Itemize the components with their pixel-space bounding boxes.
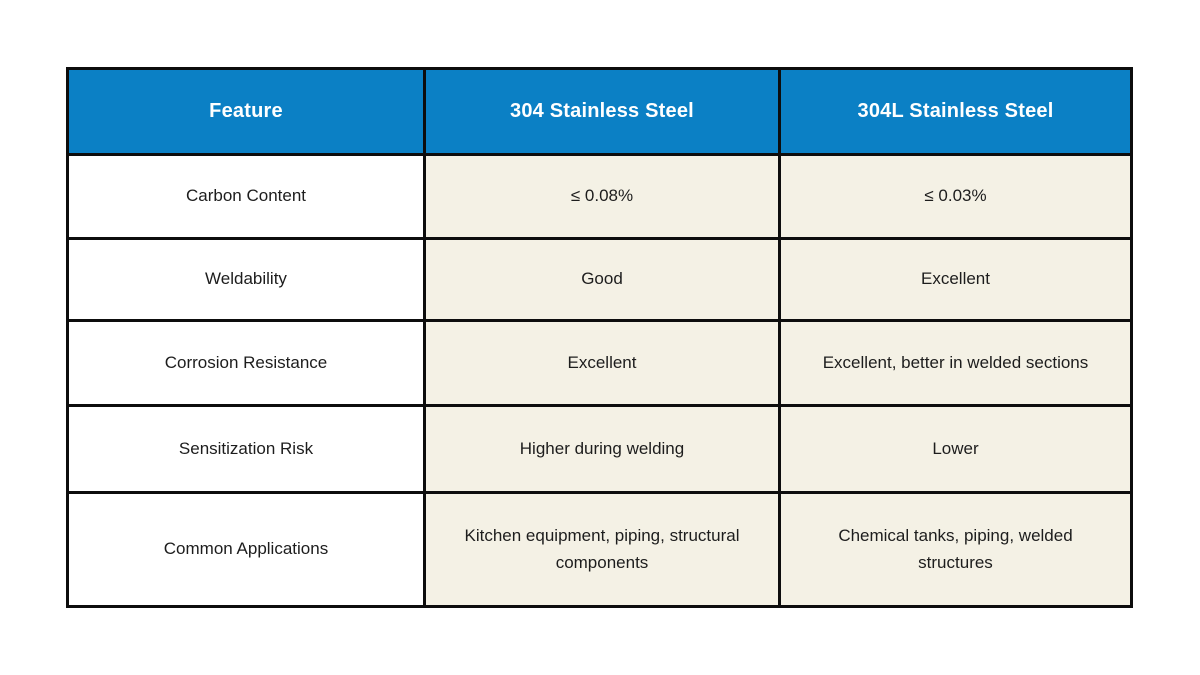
- feature-cell: Common Applications: [66, 491, 426, 608]
- feature-cell: Corrosion Resistance: [66, 319, 426, 407]
- value-cell-304l: Excellent, better in welded sections: [778, 319, 1133, 407]
- value-cell-304: Good: [423, 237, 781, 322]
- feature-cell: Carbon Content: [66, 153, 426, 240]
- value-cell-304l: Excellent: [778, 237, 1133, 322]
- value-cell-304l: ≤ 0.03%: [778, 153, 1133, 240]
- value-cell-304: Higher during welding: [423, 404, 781, 494]
- table-row-corrosion-resistance: Corrosion Resistance Excellent Excellent…: [66, 319, 1133, 407]
- value-cell-304: Kitchen equipment, piping, structural co…: [423, 491, 781, 608]
- feature-cell: Weldability: [66, 237, 426, 322]
- value-cell-304l: Lower: [778, 404, 1133, 494]
- column-header-304-stainless: 304 Stainless Steel: [423, 67, 781, 156]
- table-row-sensitization-risk: Sensitization Risk Higher during welding…: [66, 404, 1133, 494]
- column-header-304l-stainless: 304L Stainless Steel: [778, 67, 1133, 156]
- steel-comparison-table: Feature 304 Stainless Steel 304L Stainle…: [66, 67, 1133, 608]
- table-row-weldability: Weldability Good Excellent: [66, 237, 1133, 322]
- table-row-common-applications: Common Applications Kitchen equipment, p…: [66, 491, 1133, 608]
- table-row-carbon-content: Carbon Content ≤ 0.08% ≤ 0.03%: [66, 153, 1133, 240]
- table-header-row: Feature 304 Stainless Steel 304L Stainle…: [66, 67, 1133, 156]
- value-cell-304l: Chemical tanks, piping, welded structure…: [778, 491, 1133, 608]
- value-cell-304: Excellent: [423, 319, 781, 407]
- feature-cell: Sensitization Risk: [66, 404, 426, 494]
- value-cell-304: ≤ 0.08%: [423, 153, 781, 240]
- column-header-feature: Feature: [66, 67, 426, 156]
